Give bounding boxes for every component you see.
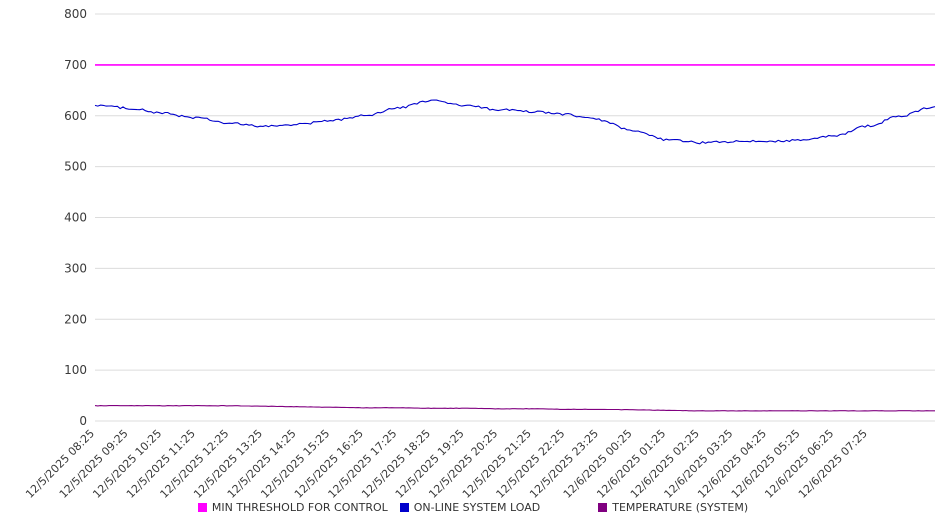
y-tick-label: 400: [64, 211, 87, 225]
legend-label: MIN THRESHOLD FOR CONTROL: [211, 500, 388, 514]
y-tick-label: 100: [64, 363, 87, 377]
y-axis-labels: 0 100 200 300 400 500 600 700 800: [64, 7, 87, 428]
y-tick-label: 700: [64, 58, 87, 72]
y-tick-label: 300: [64, 261, 87, 275]
y-gridlines: [95, 13, 935, 422]
legend-swatch-icon: [197, 502, 207, 512]
legend-swatch-icon: [598, 502, 608, 512]
legend-label: ON-LINE SYSTEM LOAD: [413, 500, 541, 514]
y-tick-label: 0: [79, 414, 87, 428]
y-tick-label: 500: [64, 160, 87, 174]
series-line-2: [94, 405, 935, 412]
y-tick-label: 600: [64, 109, 87, 123]
y-tick-label: 800: [64, 7, 87, 21]
legend-swatch-icon: [399, 502, 409, 512]
legend-item[interactable]: TEMPERATURE (SYSTEM): [598, 501, 748, 514]
legend-label: TEMPERATURE (SYSTEM): [612, 500, 749, 514]
legend: MIN THRESHOLD FOR CONTROL ON-LINE SYSTEM …: [0, 495, 946, 519]
legend-item[interactable]: MIN THRESHOLD FOR CONTROL: [197, 500, 388, 514]
y-tick-label: 200: [64, 312, 87, 326]
legend-item[interactable]: ON-LINE SYSTEM LOAD: [399, 500, 541, 514]
series-line-1: [94, 99, 936, 145]
